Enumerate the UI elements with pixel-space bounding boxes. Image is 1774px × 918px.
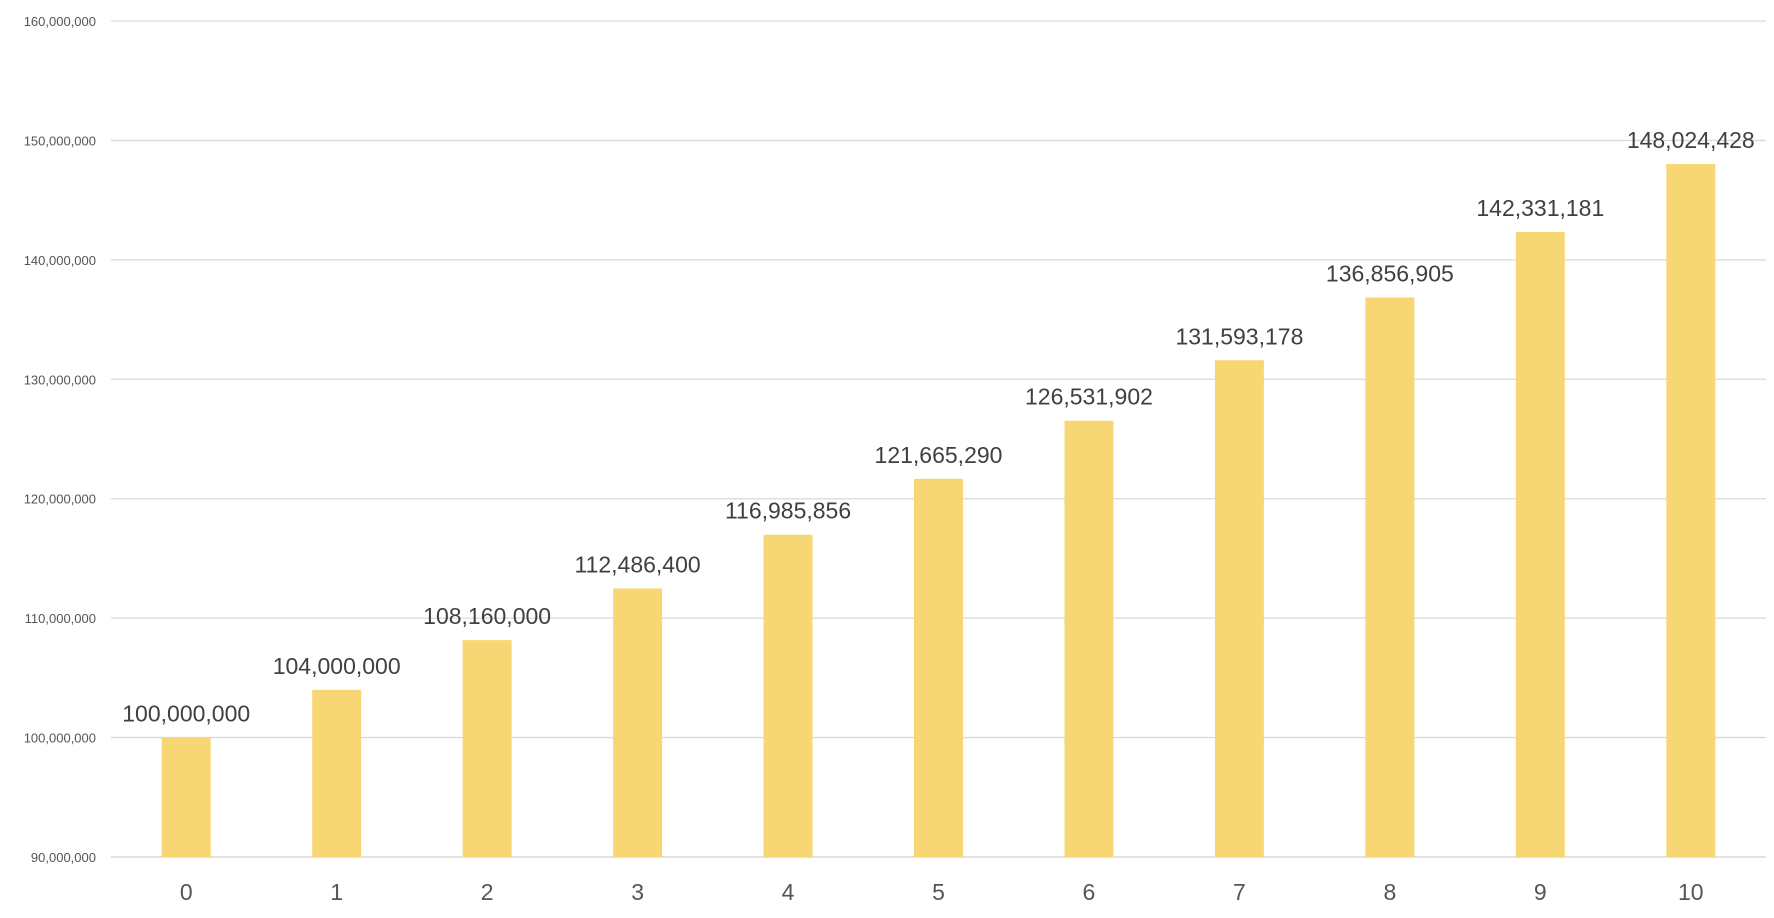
data-labels: 100,000,000 104,000,000 108,160,000 112,486… bbox=[122, 127, 1754, 727]
bar bbox=[462, 640, 512, 857]
bar bbox=[763, 534, 813, 857]
data-label: 104,000,000 bbox=[273, 653, 401, 679]
data-label: 100,000,000 bbox=[122, 701, 250, 727]
y-tick-label: 90,000,000 bbox=[31, 850, 96, 865]
x-tick-label: 6 bbox=[1083, 879, 1096, 905]
bar bbox=[1365, 297, 1415, 858]
x-tick-label: 5 bbox=[932, 879, 945, 905]
bar bbox=[1214, 360, 1264, 857]
bar bbox=[1666, 164, 1716, 857]
bar bbox=[1515, 232, 1565, 857]
data-label: 131,593,178 bbox=[1175, 323, 1303, 349]
gridlines bbox=[111, 20, 1766, 858]
bar bbox=[312, 689, 362, 857]
y-tick-label: 120,000,000 bbox=[24, 492, 96, 507]
data-label: 112,486,400 bbox=[574, 551, 700, 577]
data-label: 116,985,856 bbox=[725, 498, 851, 524]
x-tick-label: 2 bbox=[481, 879, 494, 905]
data-label: 126,531,902 bbox=[1025, 384, 1153, 410]
data-label: 148,024,428 bbox=[1627, 127, 1755, 153]
y-tick-label: 130,000,000 bbox=[24, 372, 96, 387]
bar bbox=[613, 588, 663, 857]
x-tick-label: 0 bbox=[180, 879, 193, 905]
x-tick-label: 3 bbox=[631, 879, 644, 905]
x-tick-label: 9 bbox=[1534, 879, 1547, 905]
x-tick-label: 10 bbox=[1678, 879, 1704, 905]
y-tick-label: 160,000,000 bbox=[24, 14, 96, 29]
data-label: 136,856,905 bbox=[1326, 260, 1454, 286]
x-tick-label: 1 bbox=[330, 879, 343, 905]
y-tick-label: 140,000,000 bbox=[24, 253, 96, 268]
x-axis: 0 1 2 3 4 5 6 7 8 9 10 bbox=[180, 879, 1704, 905]
data-label: 108,160,000 bbox=[423, 603, 551, 629]
bar bbox=[1064, 420, 1114, 857]
data-label: 121,665,290 bbox=[875, 442, 1003, 468]
y-tick-label: 150,000,000 bbox=[24, 133, 96, 148]
y-axis: 90,000,000 100,000,000 110,000,000 120,000,… bbox=[24, 14, 96, 865]
bars bbox=[161, 164, 1716, 858]
data-label: 142,331,181 bbox=[1476, 195, 1604, 221]
x-tick-label: 4 bbox=[782, 879, 795, 905]
bar bbox=[914, 478, 963, 857]
x-tick-label: 8 bbox=[1383, 879, 1396, 905]
y-tick-label: 110,000,000 bbox=[25, 611, 96, 626]
y-tick-label: 100,000,000 bbox=[24, 731, 96, 746]
bar bbox=[161, 737, 211, 857]
x-tick-label: 7 bbox=[1233, 879, 1246, 905]
